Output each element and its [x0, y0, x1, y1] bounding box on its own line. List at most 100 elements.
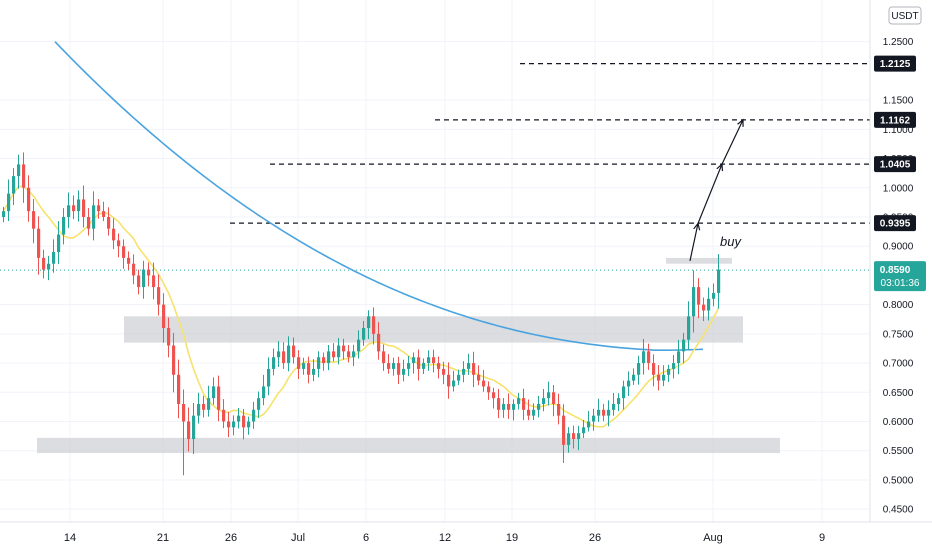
- candle-body: [162, 304, 166, 329]
- candle-body: [362, 328, 366, 340]
- candle-body: [532, 409, 536, 416]
- candle-body: [137, 275, 141, 288]
- candle-body: [717, 269, 721, 293]
- price-zone: [666, 257, 732, 264]
- level-price-tag-label: 1.0405: [880, 160, 911, 171]
- price-axis-tags: 1.2125 1.1162 1.0405 0.9395 0.8590 03:01:36: [874, 55, 926, 292]
- candle-body: [692, 287, 696, 317]
- candle-body: [557, 403, 561, 416]
- candle-body: [302, 363, 306, 369]
- candle-body: [282, 351, 286, 364]
- currency-badge[interactable]: [888, 6, 922, 25]
- candle-body: [702, 304, 706, 311]
- candle-body: [17, 164, 21, 177]
- support-resistance-zones: [37, 257, 780, 454]
- current-price-tag: [874, 261, 926, 292]
- candle-body: [87, 216, 91, 229]
- candle-body: [2, 211, 6, 217]
- candle-body: [612, 403, 616, 410]
- candle-body: [622, 386, 626, 399]
- candle-body: [7, 193, 11, 212]
- candle-body: [237, 415, 241, 422]
- candle-body: [372, 316, 376, 334]
- candle-body: [262, 386, 266, 399]
- price-zone: [124, 316, 743, 343]
- price-tick-label: 0.4500: [883, 505, 914, 516]
- candle-body: [327, 351, 331, 364]
- candle-body: [482, 380, 486, 387]
- candle-body: [472, 363, 476, 375]
- candle-body: [607, 409, 611, 416]
- candle-body: [492, 392, 496, 399]
- candle-body: [257, 398, 261, 410]
- price-tick-label: 1.1000: [883, 125, 914, 136]
- candle-body: [437, 363, 441, 369]
- candle-body: [627, 380, 631, 387]
- candle-body: [107, 216, 111, 229]
- candle-body: [462, 368, 466, 375]
- candle-body: [697, 287, 701, 305]
- candle-body: [57, 234, 61, 253]
- candle-body: [512, 403, 516, 410]
- candle-body: [562, 415, 566, 445]
- candle-body: [357, 339, 361, 352]
- level-price-tag: [874, 215, 916, 232]
- level-price-tag-label: 1.1162: [880, 115, 910, 126]
- current-price-label: 0.8590: [880, 265, 911, 276]
- candle-body: [527, 409, 531, 416]
- candle-body: [287, 345, 291, 364]
- candle-body: [232, 421, 236, 428]
- candle-body: [187, 421, 191, 440]
- candle-body: [367, 316, 371, 329]
- candle-body: [202, 403, 206, 410]
- candle-body: [192, 415, 196, 440]
- candle-body: [392, 363, 396, 369]
- time-tick-label: 14: [64, 532, 76, 544]
- candle-body: [317, 357, 321, 369]
- candle-body: [442, 368, 446, 375]
- candle-body: [597, 409, 601, 416]
- candle-body: [652, 363, 656, 375]
- candle-body: [572, 433, 576, 440]
- price-tick-label: 0.5500: [883, 446, 914, 457]
- candle-body: [542, 398, 546, 404]
- candle-body: [97, 205, 101, 212]
- candle-body: [207, 398, 211, 410]
- candle-body: [102, 211, 106, 217]
- candle-body: [267, 368, 271, 387]
- candle-body: [252, 409, 256, 422]
- candle-body: [637, 363, 641, 375]
- time-tick-label: 9: [819, 532, 825, 544]
- candle-body: [67, 205, 71, 217]
- level-price-tag: [874, 111, 916, 128]
- candle-body: [52, 252, 56, 264]
- level-price-tag: [874, 55, 916, 72]
- candle-body: [27, 187, 31, 212]
- candle-body: [502, 403, 506, 410]
- candle-body: [467, 363, 471, 369]
- projection-arrows: [689, 118, 744, 261]
- candle-body: [337, 345, 341, 358]
- candle-body: [387, 363, 391, 369]
- candle-body: [687, 316, 691, 340]
- fast-ma-path: [2, 185, 720, 428]
- candle-body: [712, 292, 716, 299]
- price-tick-label: 1.1500: [883, 96, 914, 107]
- candle-body: [127, 257, 131, 264]
- candle-body: [507, 403, 511, 410]
- candle-body: [547, 392, 551, 399]
- candle-body: [642, 351, 646, 364]
- candle-body: [672, 363, 676, 369]
- candle-body: [402, 368, 406, 375]
- price-tick-label: 0.7500: [883, 329, 914, 340]
- time-tick-label: 21: [157, 532, 169, 544]
- fast-moving-average-line: [2, 185, 720, 428]
- time-axis-ticks[interactable]: 14 21 26 Jul 6 12 19 26 Aug 9: [64, 532, 825, 544]
- candle-body: [152, 275, 156, 288]
- candle-body: [297, 357, 301, 369]
- candle-body: [577, 433, 581, 440]
- candle-body: [157, 287, 161, 305]
- candle-body: [242, 415, 246, 428]
- price-tick-label: 0.5000: [883, 475, 914, 486]
